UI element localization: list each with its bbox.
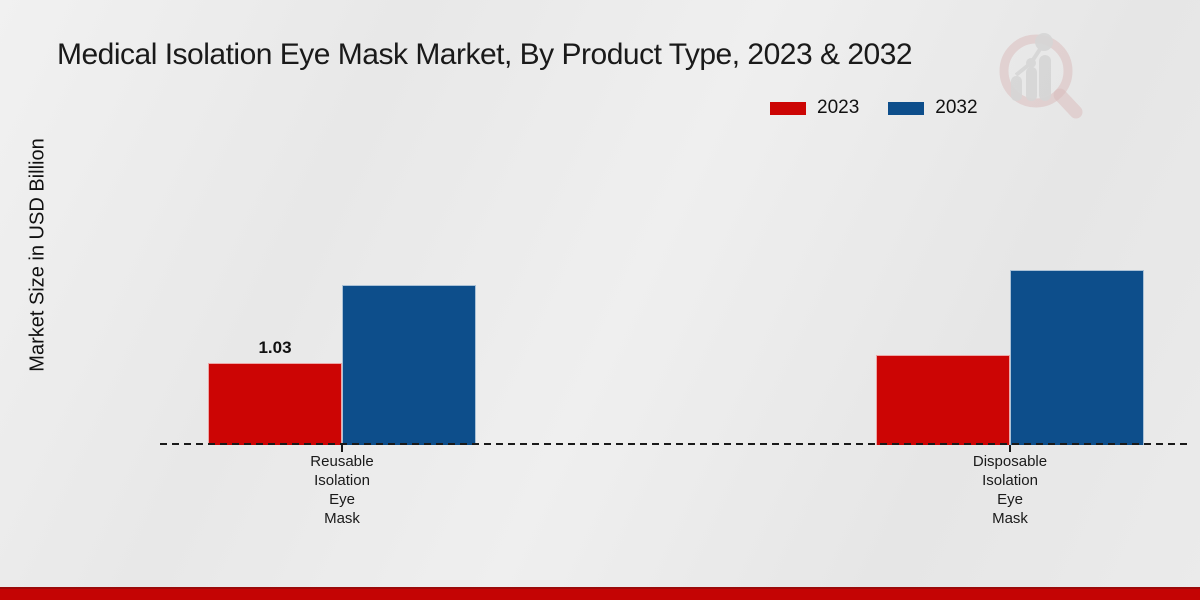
bar-2032-disposable-isolation-eye-mask: [1010, 270, 1144, 445]
x-axis-category-label: Reusable Isolation Eye Mask: [310, 453, 374, 527]
bar-chart-glyph: [1011, 33, 1053, 101]
legend-label: 2023: [817, 97, 860, 118]
legend-swatch-2023: [770, 101, 806, 115]
legend-item-2023: 2023: [770, 97, 859, 119]
legend-label: 2032: [935, 97, 978, 118]
footer-accent-bar: [0, 587, 1200, 600]
legend-swatch-2032: [888, 101, 925, 115]
bar-2023-disposable-isolation-eye-mask: [876, 355, 1010, 445]
chart-title: Medical Isolation Eye Mask Market, By Pr…: [57, 38, 913, 71]
bar-2032-reusable-isolation-eye-mask: [342, 285, 476, 445]
magnifier-ring: [999, 34, 1083, 119]
legend: 2023 2032: [770, 97, 978, 119]
x-axis-category-label: Disposable Isolation Eye Mask: [972, 453, 1048, 527]
magnifier-bar-chart-logo-icon: [999, 33, 1083, 119]
legend-item-2032: 2032: [888, 97, 978, 119]
bar-value-label: 1.03: [258, 338, 292, 357]
x-axis-tick: [341, 445, 343, 452]
bar-2023-reusable-isolation-eye-mask: [208, 363, 342, 445]
x-axis-tick: [1009, 445, 1011, 452]
x-axis-baseline: [160, 443, 1190, 445]
y-axis-label: Market Size in USD Billion: [26, 138, 49, 372]
